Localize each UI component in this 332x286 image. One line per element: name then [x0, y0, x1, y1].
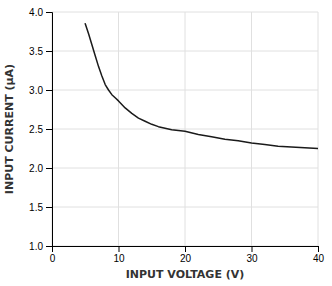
x-tick: 10	[113, 246, 125, 264]
grid-line-y	[52, 51, 318, 52]
y-axis: 1.0 1.5 2.0 2.5 3.0 3.5 4.0	[29, 7, 52, 252]
y-tick: 4.0	[29, 7, 52, 18]
x-axis-title: INPUT VOLTAGE (V)	[126, 268, 245, 281]
x-axis: 0 10 20 30 40	[50, 246, 325, 264]
x-tick-label: 20	[180, 253, 192, 264]
y-tick-mark	[46, 129, 52, 130]
y-axis-title: INPUT CURRENT (μA)	[3, 64, 16, 194]
line	[85, 24, 318, 149]
x-tick: 30	[246, 246, 258, 264]
x-tick: 40	[313, 246, 325, 264]
y-tick-label: 1.0	[29, 241, 43, 252]
y-tick-label: 4.0	[29, 7, 43, 18]
x-tick-mark	[185, 246, 186, 252]
y-tick-mark	[46, 168, 52, 169]
x-tick-label: 0	[50, 253, 56, 264]
chart: 0 10 20 30 40 1.0 1.5 2.0 2.5 3.0 3.5 4.0 INPUT VOLT…	[0, 0, 332, 286]
x-tick-mark	[119, 246, 120, 252]
y-tick-label: 2.5	[29, 124, 43, 135]
y-tick: 3.5	[29, 46, 52, 57]
y-tick: 3.0	[29, 85, 52, 96]
marks	[85, 24, 318, 149]
y-tick: 2.0	[29, 163, 52, 174]
y-tick-label: 3.5	[29, 46, 43, 57]
y-tick-label: 1.5	[29, 202, 43, 213]
x-tick-mark	[318, 246, 319, 252]
grid-line-y	[52, 168, 318, 169]
x-tick-label: 40	[313, 253, 325, 264]
y-tick: 1.0	[29, 241, 52, 252]
y-tick-mark	[46, 51, 52, 52]
grid-line-y	[52, 90, 318, 91]
y-tick: 1.5	[29, 202, 52, 213]
x-axis-line	[53, 247, 319, 253]
x-tick: 0	[50, 246, 56, 264]
grid	[52, 12, 318, 246]
y-tick-mark	[46, 246, 52, 247]
x-tick-label: 30	[246, 253, 258, 264]
y-tick: 2.5	[29, 124, 52, 135]
x-tick-mark	[252, 246, 253, 252]
grid-line-y	[52, 12, 318, 13]
y-tick-label: 2.0	[29, 163, 43, 174]
grid-line-y	[52, 207, 318, 208]
y-tick-label: 3.0	[29, 85, 43, 96]
plot-area: 0 10 20 30 40 1.0 1.5 2.0 2.5 3.0 3.5 4.0	[29, 7, 324, 264]
y-tick-mark	[46, 12, 52, 13]
x-tick: 20	[180, 246, 192, 264]
x-tick-label: 10	[113, 253, 125, 264]
y-tick-mark	[46, 207, 52, 208]
grid-line-y	[52, 129, 318, 130]
y-tick-mark	[46, 90, 52, 91]
y-axis-line	[46, 13, 53, 247]
